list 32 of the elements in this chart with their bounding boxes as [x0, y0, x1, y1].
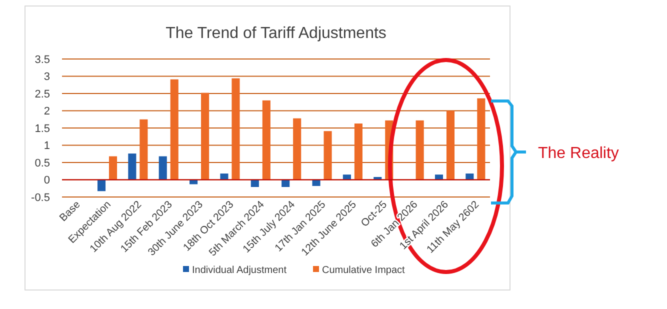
bar [434, 174, 444, 180]
bar [170, 79, 178, 180]
y-tick-label: 3 [44, 71, 50, 84]
legend-label: Cumulative Impact [322, 265, 406, 276]
bar [97, 180, 106, 192]
y-tick-label: 3.5 [34, 54, 50, 66]
bar [262, 100, 270, 180]
bar [232, 78, 240, 180]
bar [477, 98, 486, 180]
text: The Reality [538, 145, 619, 162]
y-tick-label: 2 [44, 106, 50, 118]
bar [220, 174, 228, 180]
bar [416, 120, 424, 180]
bar [108, 156, 118, 180]
y-tick-label: 1.5 [34, 122, 50, 135]
bar [466, 174, 474, 180]
y-tick-label: 2.5 [34, 88, 50, 100]
y-tick-label: -0.5 [31, 192, 50, 204]
bar [446, 110, 455, 180]
chart-title: The Trend of Tariff Adjustments [166, 25, 386, 42]
legend-label: Individual Adjustment [192, 265, 287, 276]
bar [354, 124, 362, 180]
bar [140, 119, 148, 180]
bar [342, 174, 351, 180]
bar [201, 92, 210, 180]
bar [324, 131, 332, 180]
bar [128, 154, 136, 180]
y-tick-label: 0.5 [34, 157, 50, 170]
bar [158, 156, 167, 180]
bar [293, 118, 302, 180]
y-tick-label: 1 [44, 140, 50, 152]
y-tick-label: 0 [44, 174, 50, 187]
